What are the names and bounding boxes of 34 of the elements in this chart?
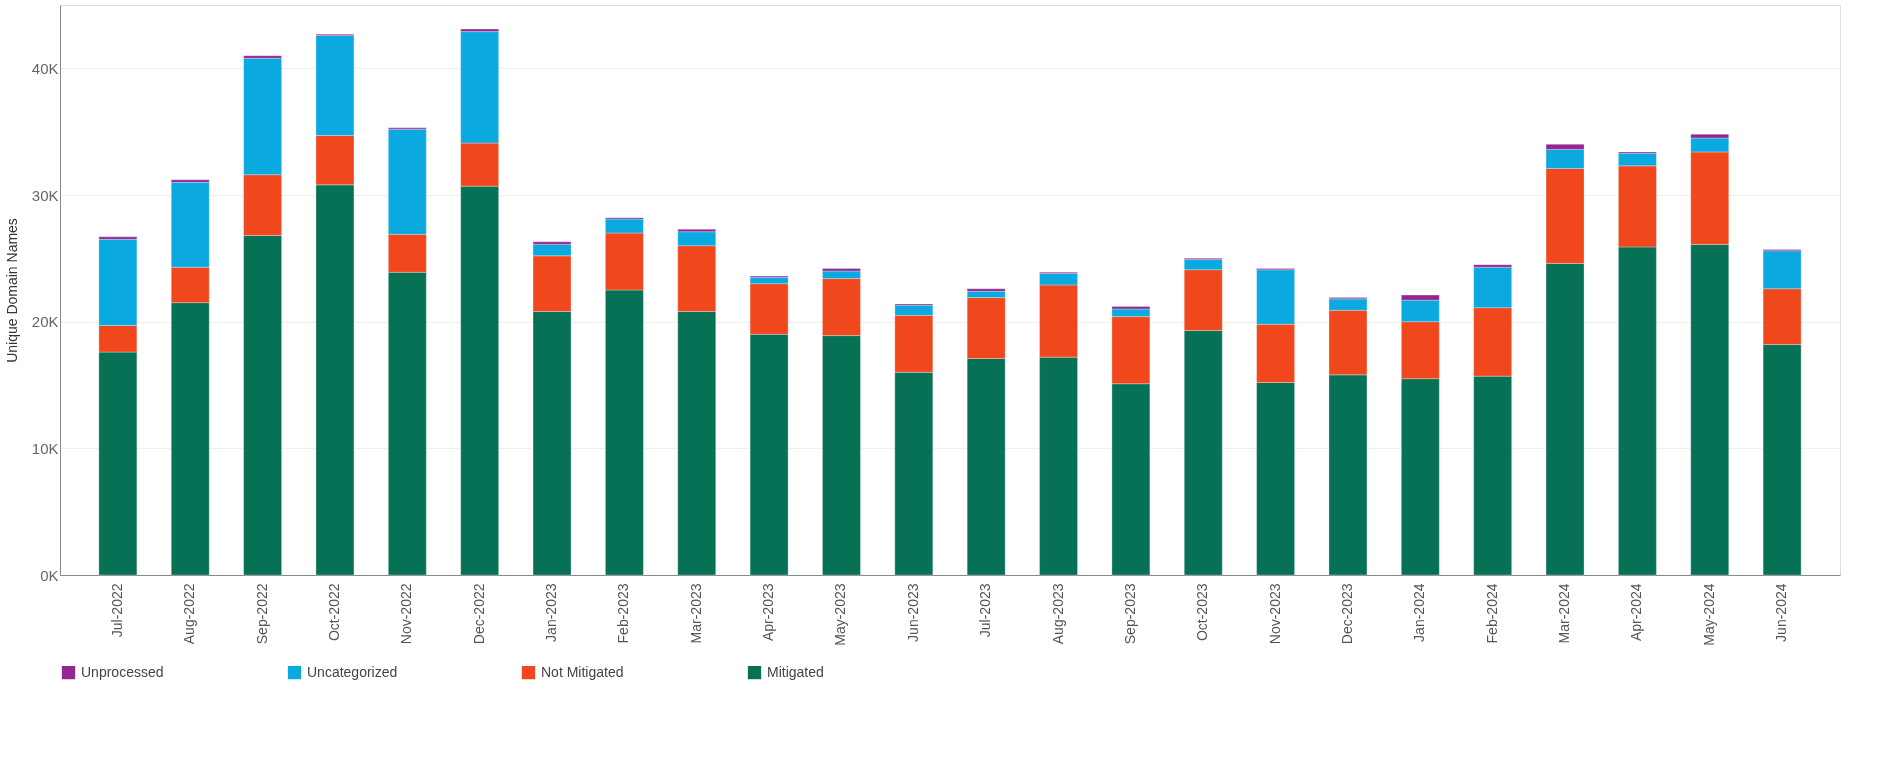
- x-tick-label: Mar-2024: [1556, 583, 1573, 644]
- legend-label: Mitigated: [767, 663, 824, 680]
- y-axis-title: Unique Domain Names: [3, 218, 20, 363]
- x-tick-label: Feb-2024: [1483, 583, 1500, 644]
- x-tick-label: Apr-2023: [760, 583, 777, 642]
- x-tick-label: Aug-2022: [181, 583, 198, 645]
- x-tick-label: May-2023: [832, 583, 849, 646]
- x-tick-label: Feb-2023: [615, 583, 632, 644]
- x-tick-label: Jun-2024: [1773, 583, 1790, 642]
- x-tick-label: Dec-2022: [470, 583, 487, 645]
- y-tick-label: 10K: [31, 439, 59, 457]
- legend-label: Unprocessed: [81, 663, 164, 680]
- x-tick-label: Aug-2023: [1049, 583, 1066, 645]
- legend-label: Uncategorized: [307, 663, 398, 680]
- legend-label: Not Mitigated: [541, 663, 624, 680]
- x-tick-label: Oct-2022: [325, 583, 342, 642]
- x-tick-label: Dec-2023: [1338, 583, 1355, 645]
- x-tick-label: Oct-2023: [1194, 583, 1211, 642]
- x-tick-label: Jun-2023: [904, 583, 921, 642]
- x-tick-label: Sep-2023: [1121, 583, 1138, 645]
- x-tick-label: Jul-2023: [977, 583, 994, 638]
- y-tick-label: 30K: [31, 186, 59, 204]
- x-tick-label: Nov-2022: [398, 583, 415, 645]
- x-tick-label: Jan-2023: [543, 583, 560, 642]
- y-tick-label: 40K: [31, 59, 59, 77]
- x-tick-label: Nov-2023: [1266, 583, 1283, 645]
- x-tick-label: May-2024: [1700, 583, 1717, 646]
- x-tick-label: Jul-2022: [108, 583, 125, 638]
- y-tick-label: 0K: [40, 566, 59, 584]
- x-tick-label: Jan-2024: [1411, 583, 1428, 642]
- x-tick-label: Apr-2024: [1628, 583, 1645, 642]
- y-tick-label: 20K: [31, 313, 59, 331]
- x-tick-label: Mar-2023: [687, 583, 704, 644]
- x-tick-label: Sep-2022: [253, 583, 270, 645]
